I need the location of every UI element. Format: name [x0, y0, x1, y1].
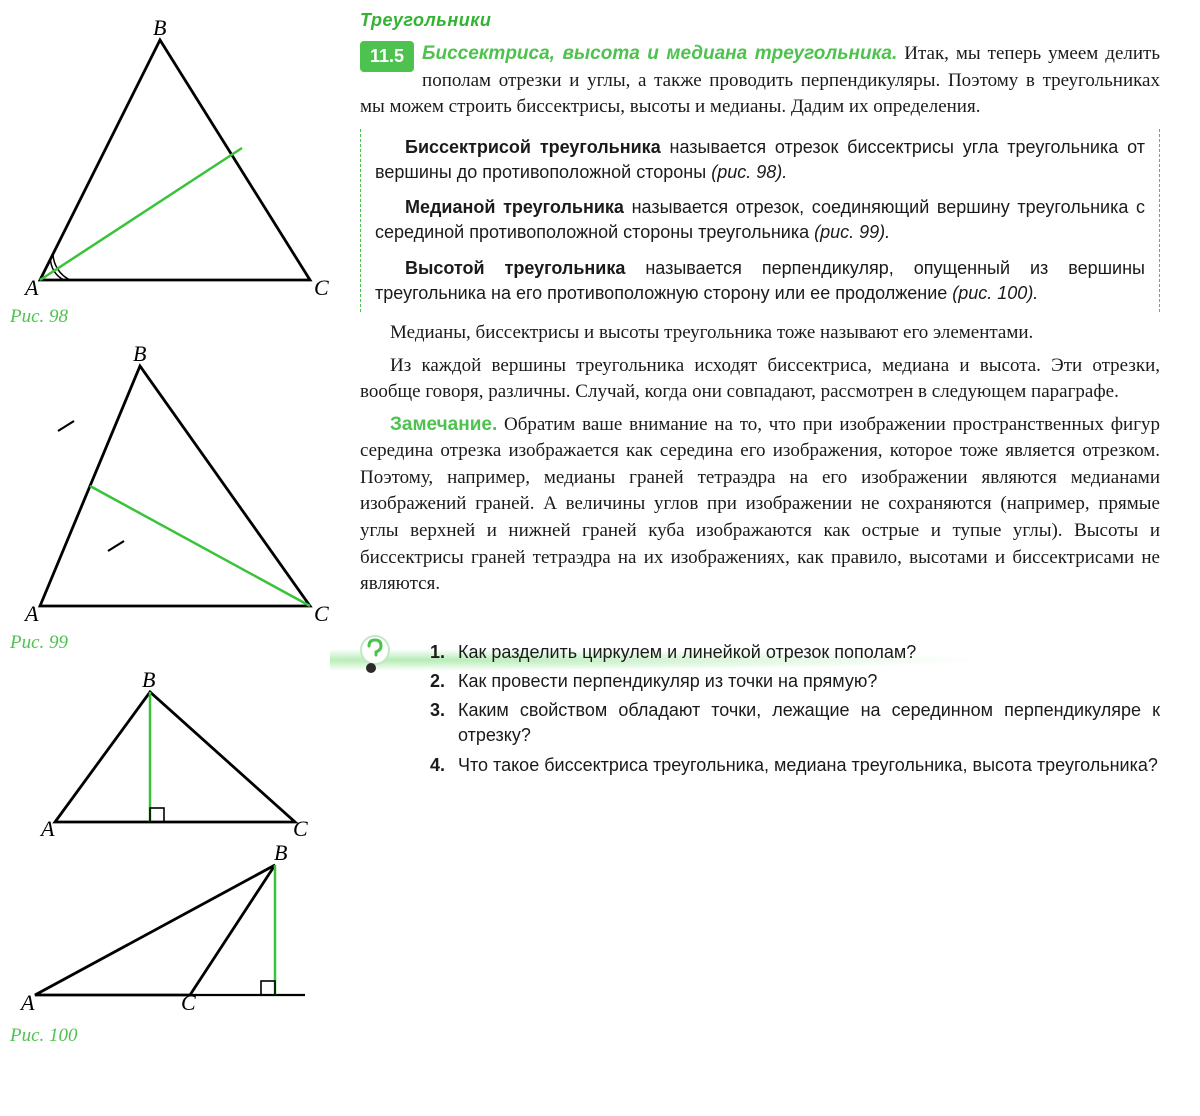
label-C: C: [181, 990, 196, 1015]
figure-100a: A B C: [35, 672, 315, 837]
label-B: B: [153, 20, 166, 40]
term-median: Медианой треугольника: [405, 197, 624, 217]
label-C: C: [293, 816, 308, 837]
questions-block: 1.Как разделить циркулем и линейкой отре…: [360, 640, 1160, 778]
questions-list: 1.Как разделить циркулем и линейкой отре…: [360, 640, 1160, 778]
label-B: B: [142, 672, 155, 692]
main-text: 11.5 Биссектриса, высота и медиана треуг…: [360, 41, 1160, 598]
note-label: Замечание.: [390, 414, 497, 435]
note-text: Обратим ваше внимание на то, что при изо…: [360, 414, 1160, 595]
para-elements: Медианы, биссектрисы и высоты треугольни…: [360, 320, 1160, 347]
section-title: Биссектриса, высота и медиана треугольни…: [422, 43, 897, 64]
chapter-header: Треугольники: [360, 10, 1160, 31]
q-text: Что такое биссектриса треугольника, меди…: [458, 755, 1158, 775]
term-altitude: Высотой треугольника: [405, 258, 625, 278]
question-item: 4.Что такое биссектриса треугольника, ме…: [430, 753, 1160, 778]
para-each-vertex: Из каждой вершины треугольника исходят б…: [360, 353, 1160, 406]
label-C: C: [314, 275, 329, 300]
term-bisector: Биссектрисой треугольника: [405, 137, 661, 157]
label-A: A: [23, 601, 39, 626]
section-badge: 11.5: [360, 41, 414, 72]
definitions-block: Биссектрисой треугольника называется отр…: [360, 129, 1160, 312]
q-text: Каким свойством обладают точки, лежащие …: [458, 700, 1160, 745]
label-A: A: [23, 275, 39, 300]
q-text: Как разделить циркулем и линейкой отрезо…: [458, 642, 916, 662]
caption-98: Рис. 98: [10, 306, 340, 328]
q-text: Как провести перпендикуляр из точки на п…: [458, 671, 877, 691]
caption-99: Рис. 99: [10, 632, 340, 654]
ref-100: (рис. 100).: [952, 283, 1038, 303]
ref-99: (рис. 99).: [814, 222, 890, 242]
figure-98: A B C: [20, 20, 330, 300]
figure-100b: A B C: [15, 845, 335, 1015]
figure-99: A B C: [20, 346, 330, 626]
question-item: 2.Как провести перпендикуляр из точки на…: [430, 669, 1160, 694]
label-A: A: [19, 990, 35, 1015]
figures-column: A B C Рис. 98 A B C Рис. 99 A B C: [0, 0, 350, 1116]
label-B: B: [274, 845, 287, 865]
ref-98: (рис. 98).: [711, 162, 787, 182]
label-C: C: [314, 601, 329, 626]
label-A: A: [39, 816, 55, 837]
question-item: 1.Как разделить циркулем и линейкой отре…: [430, 640, 1160, 665]
text-column: Треугольники 11.5 Биссектриса, высота и …: [350, 0, 1200, 1116]
caption-100: Рис. 100: [10, 1025, 340, 1047]
question-item: 3.Каким свойством обладают точки, лежащи…: [430, 698, 1160, 748]
label-B: B: [133, 346, 146, 366]
